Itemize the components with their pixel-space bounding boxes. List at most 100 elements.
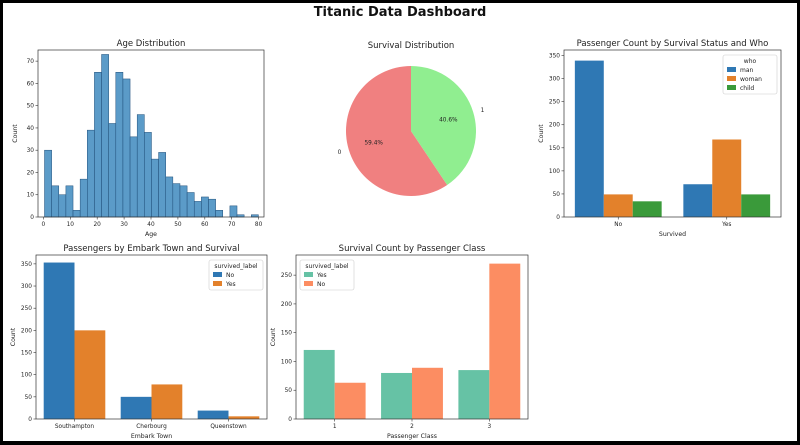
legend: who man woman child bbox=[722, 54, 778, 95]
y-tick-label: 300 bbox=[549, 77, 560, 83]
axes-frame bbox=[35, 254, 268, 420]
histogram-bar bbox=[101, 54, 109, 218]
bar-Yes bbox=[303, 349, 335, 419]
class-grouped-bar-chart: Survival Count by Passenger Class Passeng… bbox=[270, 244, 529, 440]
histogram-bar bbox=[165, 176, 174, 218]
y-tick-label: 50 bbox=[27, 104, 35, 110]
x-axis-label: Embark Town bbox=[131, 433, 172, 440]
legend-entry: Yes bbox=[225, 281, 236, 288]
y-tick-label: 0 bbox=[28, 417, 32, 423]
x-tick-label: Southampton bbox=[55, 424, 95, 430]
histogram-bar bbox=[108, 123, 117, 218]
x-tick-label: 0 bbox=[42, 222, 46, 228]
legend-entry: man bbox=[740, 67, 754, 74]
chart-title: Survival Count by Passenger Class bbox=[339, 244, 486, 254]
y-tick-label: 250 bbox=[549, 100, 560, 106]
histogram-bar bbox=[229, 205, 238, 218]
y-tick-label: 30 bbox=[27, 148, 35, 154]
bar-No bbox=[120, 396, 152, 419]
histogram-bar bbox=[94, 72, 102, 218]
legend-entry: woman bbox=[740, 76, 762, 83]
histogram-bar bbox=[201, 196, 209, 218]
legend-box bbox=[299, 259, 355, 291]
histogram-bar bbox=[193, 201, 202, 218]
dashboard-canvas: Titanic Data Dashboard Age Distribution A… bbox=[3, 3, 797, 441]
legend-box bbox=[208, 259, 264, 291]
y-tick-label: 20 bbox=[27, 170, 35, 176]
histogram-bar bbox=[122, 78, 131, 218]
y-tick-label: 100 bbox=[549, 169, 560, 175]
legend-swatch bbox=[304, 272, 313, 277]
y-tick-label: 70 bbox=[27, 59, 35, 65]
axes-frame bbox=[563, 49, 782, 218]
y-tick-label: 200 bbox=[21, 328, 32, 334]
y-tick-label: 150 bbox=[21, 351, 32, 357]
pie-slice bbox=[346, 66, 448, 196]
x-tick-label: 20 bbox=[93, 222, 101, 228]
y-tick-label: 40 bbox=[27, 126, 35, 132]
charts-svg: Age DistributionAge010203040506070Count0… bbox=[10, 39, 782, 440]
histogram-bar bbox=[179, 185, 188, 218]
x-tick-label: 70 bbox=[228, 222, 236, 228]
y-tick-label: 200 bbox=[281, 302, 292, 308]
chart-title: Passenger Count by Survival Status and W… bbox=[577, 39, 769, 49]
x-tick-label: No bbox=[614, 222, 622, 228]
y-tick-label: 350 bbox=[21, 262, 32, 268]
axes-frame bbox=[295, 254, 529, 420]
legend-title: survived_label bbox=[305, 263, 349, 270]
legend: survived_label Yes No bbox=[299, 259, 355, 291]
histogram-bar bbox=[208, 198, 216, 218]
x-tick-label: 1 bbox=[333, 424, 337, 430]
y-tick-label: 50 bbox=[25, 395, 33, 401]
histogram-bar bbox=[215, 210, 224, 218]
histogram-bar bbox=[79, 178, 88, 218]
x-tick-label: 80 bbox=[255, 222, 263, 228]
x-axis-label: Passenger Class bbox=[387, 433, 437, 440]
y-tick-label: 200 bbox=[549, 123, 560, 129]
legend-swatch bbox=[213, 281, 222, 286]
who-grouped-bar-chart: Passenger Count by Survival Status and W… bbox=[538, 39, 782, 238]
bar-Yes bbox=[458, 370, 490, 419]
bar-Yes bbox=[228, 416, 260, 419]
pie-label: 0 bbox=[338, 150, 342, 156]
histogram-bar bbox=[72, 210, 81, 218]
y-tick-label: 100 bbox=[21, 373, 32, 379]
bar-No bbox=[197, 410, 229, 419]
y-tick-label: 0 bbox=[30, 215, 34, 221]
x-axis-label: Age bbox=[145, 231, 157, 238]
bar-woman bbox=[712, 139, 742, 217]
legend-title: who bbox=[744, 58, 757, 65]
legend-entry: child bbox=[740, 85, 754, 92]
legend-swatch bbox=[213, 272, 222, 277]
y-axis-label: Count bbox=[12, 124, 19, 143]
axes-frame bbox=[37, 49, 265, 218]
chart-title: Passengers by Embark Town and Survival bbox=[63, 244, 239, 254]
bar-Yes bbox=[151, 384, 183, 419]
histogram-bar bbox=[158, 152, 166, 218]
x-tick-label: 3 bbox=[487, 424, 491, 430]
bar-No bbox=[334, 382, 366, 419]
dashboard-title: Titanic Data Dashboard bbox=[313, 5, 487, 20]
y-tick-label: 0 bbox=[288, 417, 292, 423]
bar-Yes bbox=[74, 330, 106, 419]
y-tick-label: 10 bbox=[27, 193, 35, 199]
histogram-bar bbox=[87, 129, 95, 218]
y-axis-label: Count bbox=[10, 327, 17, 346]
bar-child bbox=[632, 201, 662, 217]
histogram-bar bbox=[115, 72, 124, 218]
y-tick-label: 150 bbox=[549, 146, 560, 152]
y-tick-label: 300 bbox=[21, 284, 32, 290]
y-tick-label: 50 bbox=[285, 388, 293, 394]
x-tick-label: Queenstown bbox=[210, 424, 247, 430]
legend-entry: No bbox=[226, 272, 234, 279]
y-tick-label: 100 bbox=[281, 359, 292, 365]
x-tick-label: 30 bbox=[120, 222, 128, 228]
y-axis-label: Count bbox=[538, 124, 545, 143]
legend-entry: No bbox=[317, 281, 325, 288]
bar-Yes bbox=[381, 372, 412, 419]
bar-No bbox=[412, 367, 443, 419]
x-tick-label: 2 bbox=[410, 424, 414, 430]
histogram-bar bbox=[172, 183, 181, 218]
legend: survived_label No Yes bbox=[208, 259, 264, 291]
histogram-bar bbox=[51, 185, 60, 218]
